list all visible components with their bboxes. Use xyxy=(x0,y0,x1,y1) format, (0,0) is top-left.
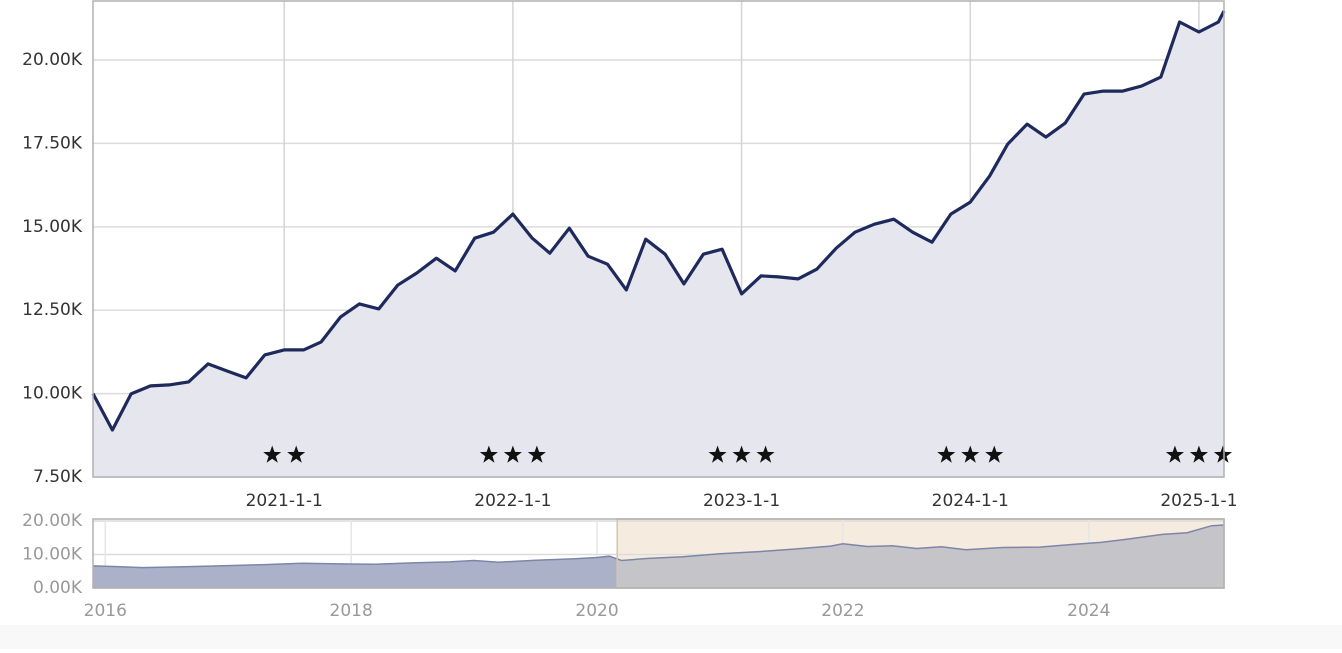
y-tick-label: 10.00K xyxy=(22,545,83,565)
star-rating xyxy=(479,445,498,463)
plot-border xyxy=(92,518,1225,589)
x-tick-label: 2022 xyxy=(821,601,864,621)
area xyxy=(93,11,1224,477)
line xyxy=(92,524,1225,569)
star-rating xyxy=(503,445,522,463)
star-rating xyxy=(287,445,306,463)
x-tick-label: 2018 xyxy=(330,601,373,621)
line xyxy=(91,10,1226,432)
star-rating xyxy=(708,445,727,463)
star-rating xyxy=(1213,445,1232,463)
star-rating xyxy=(263,445,282,463)
y-tick-label: 0.00K xyxy=(33,578,83,598)
star-rating xyxy=(756,445,775,463)
plot-border xyxy=(92,0,1225,478)
area xyxy=(93,556,618,588)
star-rating xyxy=(961,445,980,463)
area-selected xyxy=(617,525,1224,588)
star-rating xyxy=(732,445,751,463)
star-rating xyxy=(985,445,1004,463)
x-tick-label: 2021-1-1 xyxy=(246,491,323,511)
y-tick-label: 10.00K xyxy=(22,384,83,404)
x-tick-label: 2024 xyxy=(1067,601,1110,621)
y-tick-label: 7.50K xyxy=(33,467,83,487)
y-tick-label: 20.00K xyxy=(22,511,83,531)
y-tick-label: 17.50K xyxy=(22,133,83,153)
x-tick-label: 2020 xyxy=(575,601,618,621)
x-tick-label: 2024-1-1 xyxy=(932,491,1009,511)
y-tick-label: 15.00K xyxy=(22,217,83,237)
star-rating xyxy=(1189,445,1208,463)
star-rating xyxy=(1165,445,1184,463)
star-rating xyxy=(937,445,956,463)
footer-band xyxy=(0,625,1342,649)
x-tick-label: 2023-1-1 xyxy=(703,491,780,511)
y-tick-label: 20.00K xyxy=(22,50,83,70)
x-tick-label: 2016 xyxy=(84,601,127,621)
y-tick-label: 12.50K xyxy=(22,300,83,320)
x-tick-label: 2022-1-1 xyxy=(474,491,551,511)
x-tick-label: 2025-1-1 xyxy=(1160,491,1237,511)
star-rating xyxy=(527,445,546,463)
